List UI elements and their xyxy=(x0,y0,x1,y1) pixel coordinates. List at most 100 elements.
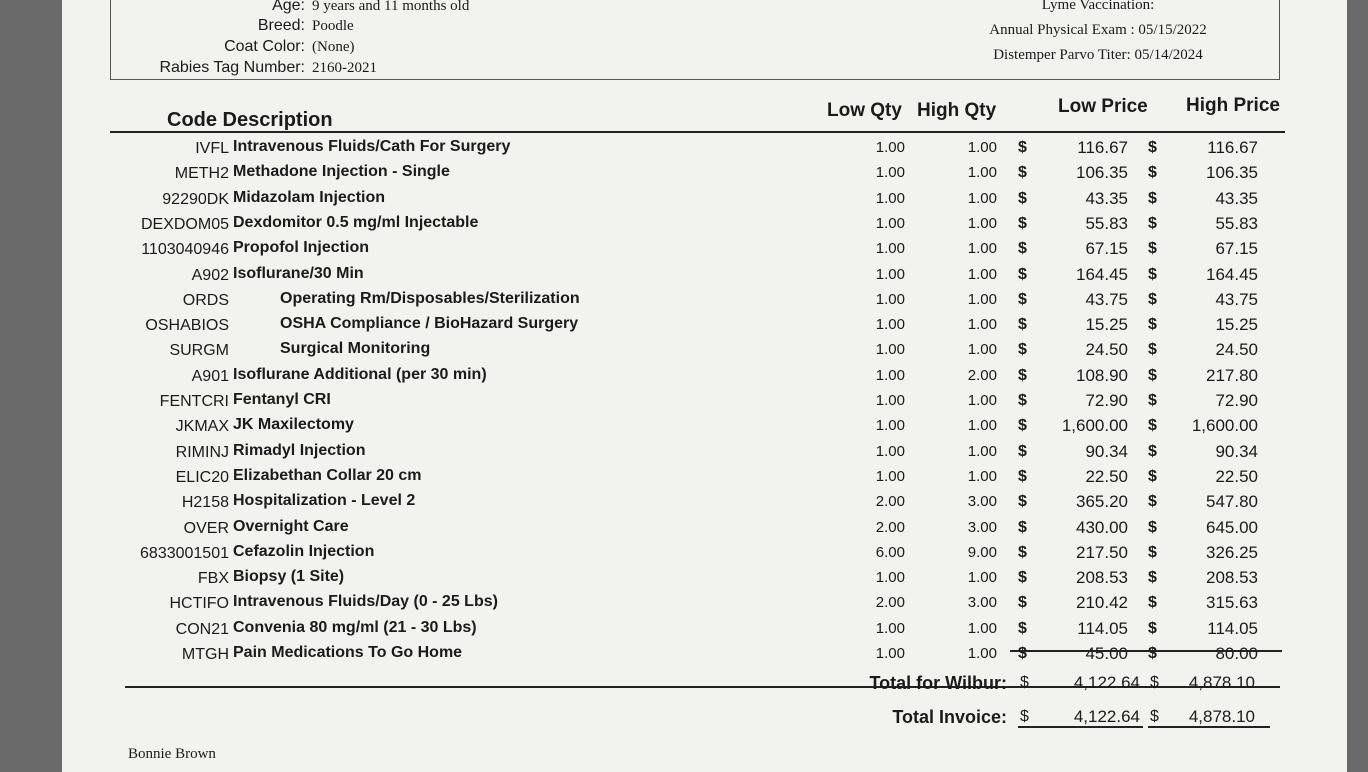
high-price: 43.75 xyxy=(1215,289,1258,309)
low-price: 210.42 xyxy=(1076,593,1128,613)
item-code: OVER xyxy=(183,519,229,537)
currency-sign: $ xyxy=(1018,290,1027,308)
high-qty: 3.00 xyxy=(967,518,997,536)
item-code: 6833001501 xyxy=(140,544,229,562)
low-price: 72.90 xyxy=(1085,391,1128,410)
field-value: 9 years and 11 months old xyxy=(312,0,470,14)
field-label: Breed: xyxy=(257,17,305,34)
total-label: Total Invoice: xyxy=(892,707,1007,727)
low-qty: 1.00 xyxy=(875,392,905,409)
low-qty: 6.00 xyxy=(875,543,905,561)
low-price: 67.15 xyxy=(1085,239,1128,259)
currency-sign: $ xyxy=(1018,518,1027,536)
high-price: 43.35 xyxy=(1215,188,1258,208)
currency-sign: $ xyxy=(1148,164,1157,182)
item-code: HCTIFO xyxy=(169,595,229,613)
currency-sign: $ xyxy=(1018,569,1027,587)
currency-sign: $ xyxy=(1148,189,1157,207)
column-header: Code Description xyxy=(167,109,333,131)
currency-sign: $ xyxy=(1148,467,1157,485)
low-price: 45.00 xyxy=(1085,644,1128,663)
item-code: IVFL xyxy=(195,140,229,157)
total-label: Total for Wilbur: xyxy=(869,673,1007,693)
total-high: 4,878.10 xyxy=(1188,673,1255,692)
currency-sign: $ xyxy=(1148,341,1157,359)
currency-sign: $ xyxy=(1020,674,1029,691)
item-description: Fentanyl CRI xyxy=(233,391,331,408)
low-price: 430.00 xyxy=(1076,517,1128,537)
field-label: Age: xyxy=(272,0,305,14)
low-price: 365.20 xyxy=(1076,492,1128,512)
high-qty: 1.00 xyxy=(967,316,997,334)
low-qty: 1.00 xyxy=(875,619,905,637)
high-price: 67.15 xyxy=(1215,239,1258,259)
high-qty: 1.00 xyxy=(967,645,997,662)
item-description: Rimadyl Injection xyxy=(233,441,366,459)
currency-sign: $ xyxy=(1018,392,1027,409)
item-code: JKMAX xyxy=(175,418,229,436)
header-rule xyxy=(110,131,1285,133)
item-description: Intravenous Fluids/Cath For Surgery xyxy=(233,138,511,155)
low-qty: 1.00 xyxy=(875,316,905,334)
price-rule xyxy=(1010,650,1282,652)
column-header: Low Price xyxy=(1058,96,1148,117)
high-price: 55.83 xyxy=(1215,213,1258,233)
high-qty: 1.00 xyxy=(967,189,997,207)
high-price: 116.67 xyxy=(1207,138,1258,157)
high-qty: 1.00 xyxy=(967,442,997,460)
high-qty: 1.00 xyxy=(967,139,997,156)
item-description: Methadone Injection - Single xyxy=(233,163,450,181)
currency-sign: $ xyxy=(1148,493,1157,511)
low-price: 208.53 xyxy=(1076,568,1128,588)
currency-sign: $ xyxy=(1148,569,1157,587)
currency-sign: $ xyxy=(1018,543,1027,561)
low-price: 24.50 xyxy=(1085,340,1128,360)
item-description: Convenia 80 mg/ml (21 - 30 Lbs) xyxy=(233,618,477,636)
high-qty: 1.00 xyxy=(967,619,997,637)
currency-sign: $ xyxy=(1148,392,1157,409)
high-price: 547.80 xyxy=(1206,492,1258,512)
currency-sign: $ xyxy=(1018,189,1027,207)
currency-sign: $ xyxy=(1150,674,1159,691)
item-description: OSHA Compliance / BioHazard Surgery xyxy=(280,315,579,333)
high-qty: 1.00 xyxy=(967,467,997,485)
high-price: 72.90 xyxy=(1215,391,1258,410)
high-qty: 1.00 xyxy=(967,341,997,359)
item-code: 92290DK xyxy=(162,190,229,208)
high-price: 22.50 xyxy=(1215,466,1258,486)
high-qty: 1.00 xyxy=(967,392,997,409)
low-price: 15.25 xyxy=(1085,315,1128,335)
total-high: 4,878.10 xyxy=(1188,707,1255,726)
low-price: 217.50 xyxy=(1076,542,1128,562)
item-code: OSHABIOS xyxy=(145,317,229,335)
currency-sign: $ xyxy=(1018,341,1027,359)
high-price: 15.25 xyxy=(1215,315,1258,335)
vaccine-line: Distemper Parvo Titer: 05/14/2024 xyxy=(993,47,1203,63)
field-label: Rabies Tag Number: xyxy=(159,59,305,76)
item-code: METH2 xyxy=(174,165,229,183)
item-description: Hospitalization - Level 2 xyxy=(233,492,416,510)
high-qty: 1.00 xyxy=(967,164,997,182)
low-price: 43.35 xyxy=(1085,188,1128,208)
item-code: A901 xyxy=(191,367,229,385)
currency-sign: $ xyxy=(1018,645,1027,662)
low-qty: 1.00 xyxy=(875,366,905,384)
item-description: Midazolam Injection xyxy=(233,188,386,206)
currency-sign: $ xyxy=(1148,214,1157,232)
high-price: 114.05 xyxy=(1207,618,1258,638)
table-rule xyxy=(125,686,1280,688)
item-code: ORDS xyxy=(182,291,229,309)
field-value: Poodle xyxy=(312,18,354,34)
high-qty: 9.00 xyxy=(967,543,997,561)
item-code: FBX xyxy=(197,570,229,588)
low-price: 90.34 xyxy=(1085,441,1128,461)
currency-sign: $ xyxy=(1148,518,1157,536)
low-qty: 1.00 xyxy=(875,189,905,207)
currency-sign: $ xyxy=(1018,164,1027,182)
field-value: (None) xyxy=(312,39,355,55)
item-description: Dexdomitor 0.5 mg/ml Injectable xyxy=(233,213,479,231)
low-price: 164.45 xyxy=(1076,264,1128,284)
currency-sign: $ xyxy=(1018,240,1027,258)
total-low: 4,122.64 xyxy=(1073,707,1140,726)
